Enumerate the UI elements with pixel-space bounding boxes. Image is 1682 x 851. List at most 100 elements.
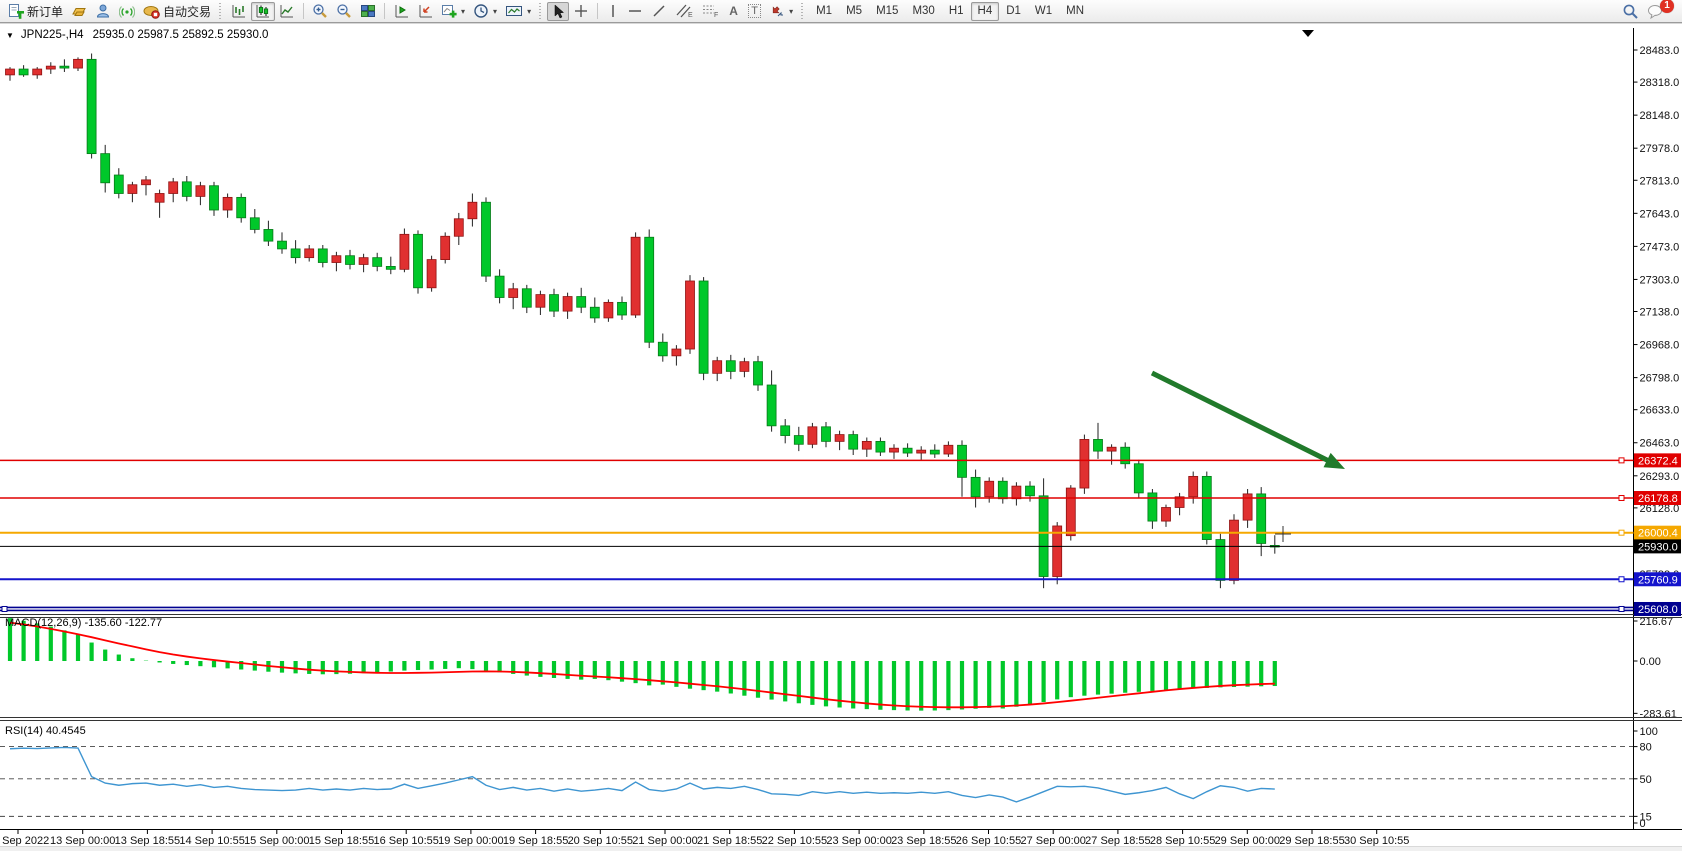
- price-badge-label: 25930.0: [1638, 541, 1678, 553]
- equidistant-channel-icon: E: [676, 4, 693, 19]
- person-icon: [97, 4, 110, 18]
- candle-body: [141, 179, 151, 186]
- price-badge: [1634, 601, 1681, 616]
- candle-body: [345, 255, 355, 265]
- horizontal-line-icon: [629, 10, 642, 12]
- notifications-button[interactable]: 1: [1643, 0, 1674, 21]
- candle-body: [766, 384, 777, 427]
- price-tick-label: 27303.0: [1640, 274, 1680, 286]
- time-tick-label: 14 Sep 10:55: [179, 835, 244, 847]
- toolbar-grip[interactable]: [537, 3, 544, 19]
- price-badge-label: 26372.4: [1638, 455, 1678, 467]
- add-indicator-button[interactable]: ▾: [437, 2, 469, 21]
- collapse-icon[interactable]: ▼: [6, 30, 14, 40]
- text-label-tool-button[interactable]: T: [744, 2, 765, 21]
- line-handle[interactable]: [1, 605, 8, 612]
- candle-body: [739, 361, 750, 372]
- candle-body: [916, 449, 927, 454]
- price-tick-label: 26293.0: [1640, 471, 1680, 483]
- new-order-button[interactable]: 新订单: [4, 2, 67, 21]
- equidistant-channel-tool-button[interactable]: E: [671, 2, 697, 21]
- candle-body: [1161, 507, 1171, 522]
- template-button[interactable]: ▾: [501, 2, 535, 21]
- tile-windows-button[interactable]: [356, 2, 380, 21]
- timeframe-button-w1[interactable]: W1: [1034, 5, 1053, 17]
- line-chart-type-button[interactable]: [275, 2, 299, 21]
- zoom-out-button[interactable]: [332, 2, 356, 21]
- candlesticks: [5, 53, 1280, 589]
- line-handle[interactable]: [1618, 495, 1625, 502]
- svg-text:E: E: [688, 12, 693, 19]
- time-tick-label: 15 Sep 18:55: [309, 835, 374, 847]
- timeframe-button-m15[interactable]: M15: [876, 5, 899, 17]
- price-tick-label: 27813.0: [1640, 175, 1680, 187]
- chevron-down-icon: ▾: [527, 6, 532, 16]
- candle-body: [73, 58, 83, 69]
- price-badge-label: 26178.8: [1638, 493, 1678, 505]
- price-tick-label: 27138.0: [1640, 307, 1680, 319]
- line-handle[interactable]: [1618, 605, 1625, 612]
- candle-body: [467, 201, 478, 220]
- main-toolbar: 新订单 自动交易: [0, 0, 1682, 23]
- time-tick-label: 30 Sep 10:55: [1344, 835, 1409, 847]
- price-tick-label: 26968.0: [1640, 340, 1680, 352]
- search-button[interactable]: [1618, 2, 1643, 21]
- signal-button[interactable]: [115, 2, 139, 21]
- candle-body: [793, 435, 804, 445]
- period-button[interactable]: ▾: [469, 2, 501, 21]
- line-handle[interactable]: [1618, 576, 1625, 583]
- toolbar-grip[interactable]: [217, 3, 224, 19]
- chart-shift-button[interactable]: [389, 2, 413, 21]
- toolbar-separator: [597, 3, 599, 19]
- timeframe-button-d1[interactable]: D1: [1006, 5, 1021, 17]
- timeframe-button-m5[interactable]: M5: [846, 5, 863, 17]
- candle-body: [181, 181, 192, 197]
- toolbar-separator: [384, 3, 386, 19]
- auto-scroll-button[interactable]: [413, 2, 437, 21]
- rsi-axis-label: 80: [1640, 742, 1652, 754]
- candle-body: [1229, 519, 1239, 581]
- timeframe-button-m1[interactable]: M1: [816, 5, 833, 17]
- symbol-period-label: JPN225-,H4: [20, 29, 84, 41]
- rsi-line: [9, 746, 1275, 803]
- price-chart[interactable]: 28483.0 28318.0 28148.0 27978.0 27813.0 27643…: [0, 24, 1682, 847]
- chart-shift-marker[interactable]: [1302, 30, 1314, 37]
- toolbar-grip[interactable]: [799, 3, 806, 19]
- candle-body: [1147, 492, 1158, 522]
- arrows-icon: [772, 6, 784, 17]
- crosshair-icon: [575, 5, 588, 17]
- candle-body: [86, 58, 97, 155]
- trend-arrow[interactable]: [1150, 370, 1334, 466]
- fibonacci-tool-button[interactable]: F: [697, 2, 723, 21]
- trendline-tool-button[interactable]: [647, 2, 671, 21]
- gold-button[interactable]: [67, 2, 91, 21]
- time-tick-label: 26 Sep 10:55: [956, 835, 1021, 847]
- vertical-line-icon: [611, 5, 614, 17]
- line-handle[interactable]: [1618, 529, 1625, 536]
- candle-body: [562, 296, 573, 312]
- timeframe-button-m30[interactable]: M30: [912, 5, 935, 17]
- timeframe-button-h1[interactable]: H1: [948, 5, 964, 17]
- accounts-button[interactable]: [91, 2, 115, 21]
- line-handle[interactable]: [1618, 457, 1625, 464]
- zoom-in-button[interactable]: [308, 2, 332, 21]
- candle-body: [222, 196, 233, 211]
- timeframe-button-h4[interactable]: H4: [970, 1, 1000, 21]
- auto-trading-button[interactable]: 自动交易: [139, 2, 215, 21]
- text-tool-button[interactable]: A: [723, 2, 744, 21]
- cursor-tool-button[interactable]: [547, 1, 570, 21]
- trend-arrow-head[interactable]: [1323, 452, 1345, 469]
- candle-body: [1038, 495, 1049, 577]
- vertical-line-tool-button[interactable]: [602, 2, 623, 21]
- price-tick-label: 28483.0: [1640, 45, 1680, 57]
- bar-chart-type-button[interactable]: [227, 2, 251, 21]
- candlestick-chart-type-button[interactable]: [251, 1, 276, 21]
- candle-body: [236, 196, 247, 219]
- signal-icon: [119, 6, 136, 18]
- candle-body: [1256, 493, 1267, 544]
- horizontal-line-tool-button[interactable]: [623, 2, 647, 21]
- candle-body: [249, 217, 260, 230]
- arrows-tool-button[interactable]: ▾: [765, 2, 797, 21]
- timeframe-button-mn[interactable]: MN: [1066, 5, 1085, 17]
- crosshair-tool-button[interactable]: [569, 2, 593, 21]
